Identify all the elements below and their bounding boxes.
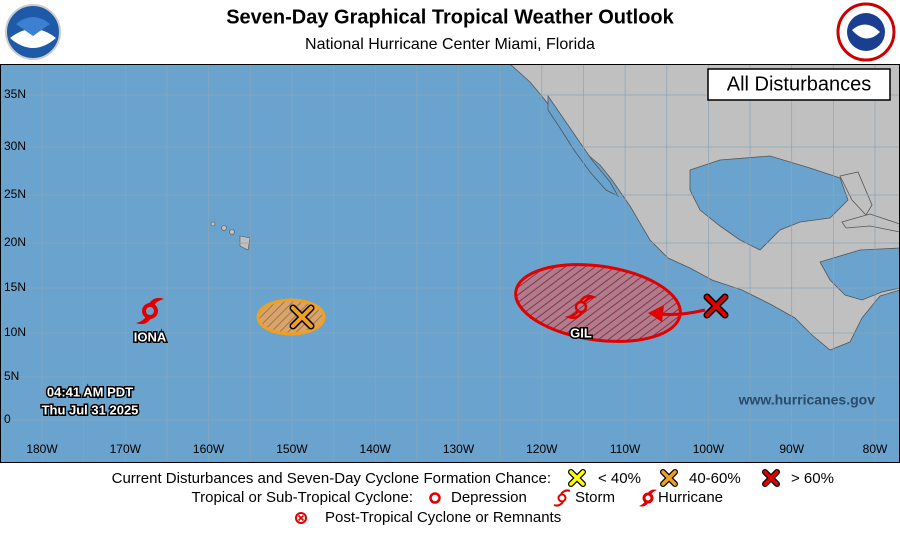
baja-gulf [547,94,620,197]
title: Seven-Day Graphical Tropical Weather Out… [226,6,674,28]
legend-label: Tropical or Sub-Tropical Cyclone: [192,489,413,506]
legend-x-yellow [568,469,586,487]
lon-label: 110W [610,442,641,456]
lon-label: 170W [110,442,142,456]
lat-label: 30N [4,139,26,153]
disturbance-area-medium [256,298,326,336]
legend-item: > 60% [791,470,834,487]
storm-name: IONA [134,329,167,344]
subtitle: National Hurricane Center Miami, Florida [305,36,595,53]
caribbean [819,247,900,301]
lon-label: 130W [443,442,475,456]
timestamp-time: 04:41 AM PDT [47,384,133,399]
timestamp-date: Thu Jul 31 2025 [42,402,139,417]
lat-label: 5N [4,369,19,383]
lon-label: 150W [276,442,308,456]
florida [839,171,873,216]
legend-item: Hurricane [658,489,723,506]
legend-label: Current Disturbances and Seven-Day Cyclo… [112,470,551,487]
legend-item: < 40% [598,470,641,487]
legend-x-red [762,469,780,487]
label-box [707,68,891,101]
disturbance-marker-medium [289,304,315,330]
hurricane-icon [136,297,164,325]
lat-label: 10N [4,325,26,339]
arrow-head [648,305,664,322]
map-label: All Disturbances [727,73,872,95]
legend-item: Storm [575,489,615,506]
legend-depression-icon [429,492,441,504]
legend-storm-icon [553,489,571,507]
lon-label: 120W [526,442,558,456]
cuba [841,213,900,233]
lat-label: 25N [4,187,26,201]
storm-name: GIL [570,325,592,340]
disturbance-marker-high [703,293,729,319]
track-arrow [659,308,706,316]
lon-label: 90W [779,442,804,456]
map-area [0,64,900,463]
legend-item: Post-Tropical Cyclone or Remnants [325,509,561,526]
graticule [0,64,900,463]
storm-icon [565,294,597,320]
lat-label: 15N [4,280,26,294]
legend-item: Depression [451,489,527,506]
lat-label: 20N [4,235,26,249]
lat-label: 35N [4,87,26,101]
legend-item: 40-60% [689,470,741,487]
lat-label: 0 [4,412,11,426]
lon-label: 180W [26,442,58,456]
legend-hurricane-icon [639,489,657,507]
legend-x-orange [660,469,678,487]
lon-label: 160W [193,442,225,456]
website: www.hurricanes.gov [738,392,876,408]
noaa-logo [5,4,61,60]
lon-label: 80W [863,442,888,456]
legend-post-tropical-icon [295,512,307,524]
gulf-of-mexico [689,155,849,251]
lon-label: 100W [693,442,725,456]
nws-logo [836,2,896,62]
lon-label: 140W [360,442,392,456]
